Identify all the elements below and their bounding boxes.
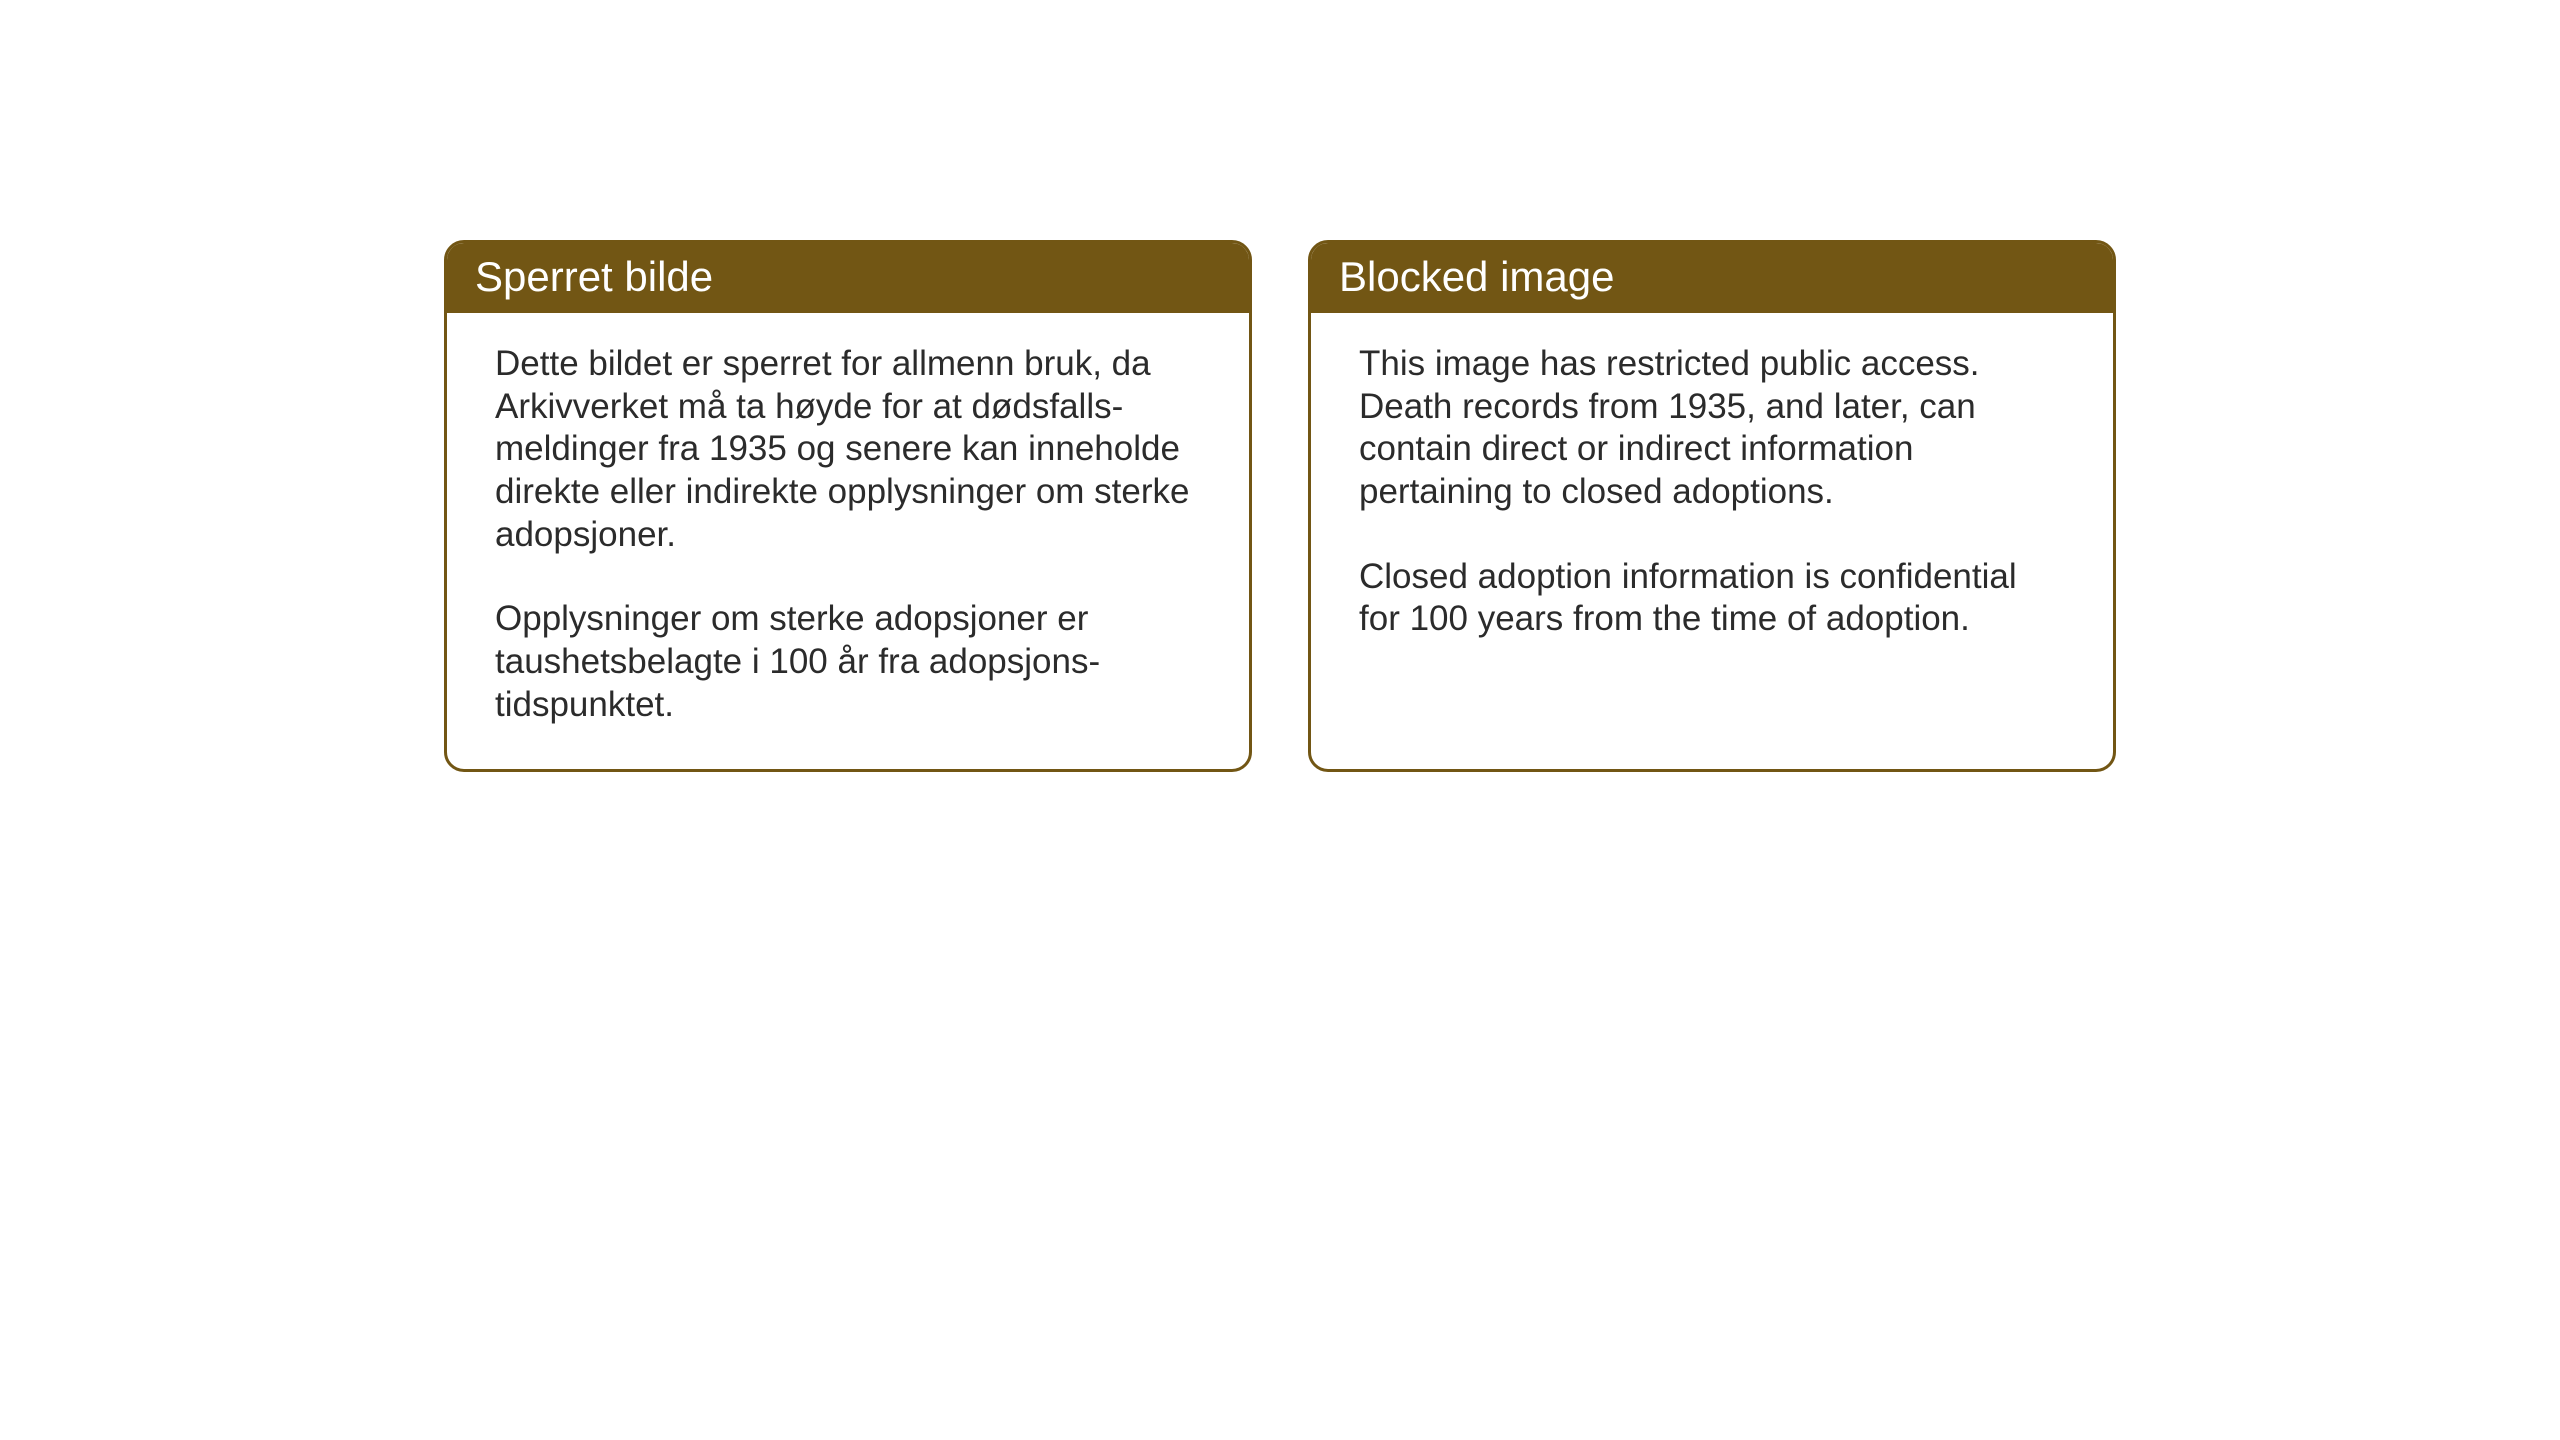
card-body-english: This image has restricted public access.… [1311, 313, 2113, 683]
card-paragraph-norwegian-1: Dette bildet er sperret for allmenn bruk… [495, 343, 1201, 556]
card-title-norwegian: Sperret bilde [475, 253, 713, 300]
card-paragraph-norwegian-2: Opplysninger om sterke adopsjoner er tau… [495, 598, 1201, 726]
card-paragraph-english-1: This image has restricted public access.… [1359, 343, 2065, 514]
card-header-norwegian: Sperret bilde [447, 243, 1249, 313]
notice-card-norwegian: Sperret bilde Dette bildet er sperret fo… [444, 240, 1252, 772]
notice-card-english: Blocked image This image has restricted … [1308, 240, 2116, 772]
card-paragraph-english-2: Closed adoption information is confident… [1359, 556, 2065, 641]
card-body-norwegian: Dette bildet er sperret for allmenn bruk… [447, 313, 1249, 769]
card-header-english: Blocked image [1311, 243, 2113, 313]
card-title-english: Blocked image [1339, 253, 1614, 300]
notice-cards-container: Sperret bilde Dette bildet er sperret fo… [444, 240, 2116, 772]
